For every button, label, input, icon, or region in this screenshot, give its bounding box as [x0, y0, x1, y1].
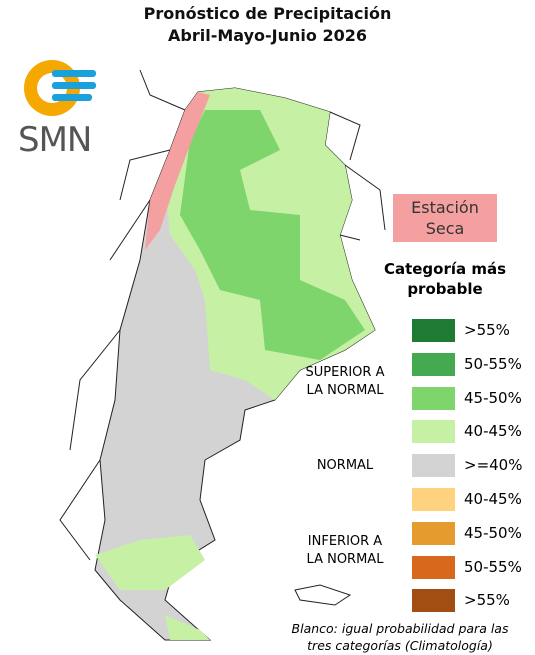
annotation: Estación Seca	[393, 194, 497, 242]
group-label: INFERIOR A LA NORMAL	[306, 533, 384, 567]
legend-title: Categoría más probable	[383, 260, 507, 298]
legend-label: >55%	[464, 591, 510, 610]
logo-icon	[24, 60, 96, 116]
legend-swatch	[412, 589, 455, 613]
legend-label: >55%	[464, 321, 510, 339]
legend-swatch	[412, 488, 455, 511]
region-green-tip	[165, 615, 210, 640]
region-dry	[145, 92, 210, 250]
legend-label: 45-50%	[464, 523, 522, 542]
legend-label: 45-50%	[464, 388, 522, 407]
legend-label: 40-45%	[464, 490, 522, 508]
region-green-mid	[180, 110, 365, 360]
legend-swatch	[412, 386, 455, 410]
note: Blanco: igual probabilidad para las tres…	[291, 621, 509, 653]
legend-label: 50-55%	[464, 354, 522, 373]
legend-label: 50-55%	[464, 557, 522, 576]
logo-text: SMN	[18, 120, 92, 160]
legend-swatch	[412, 352, 455, 376]
legend-swatch	[412, 521, 455, 545]
legend-label: >=40%	[464, 456, 523, 475]
subtitle: Abril-Mayo-Junio 2026	[168, 26, 367, 45]
region-green-south	[95, 535, 205, 590]
group-label: NORMAL	[316, 458, 374, 474]
legend-swatch	[412, 420, 455, 444]
legend-label: 40-45%	[464, 422, 522, 441]
legend-swatch	[412, 319, 455, 342]
legend-swatch	[412, 555, 455, 579]
title: Pronóstico de Precipitación	[143, 4, 392, 23]
legend-swatch	[412, 454, 455, 478]
group-label: SUPERIOR A LA NORMAL	[305, 364, 385, 398]
neighbor-borders	[59, 69, 386, 606]
